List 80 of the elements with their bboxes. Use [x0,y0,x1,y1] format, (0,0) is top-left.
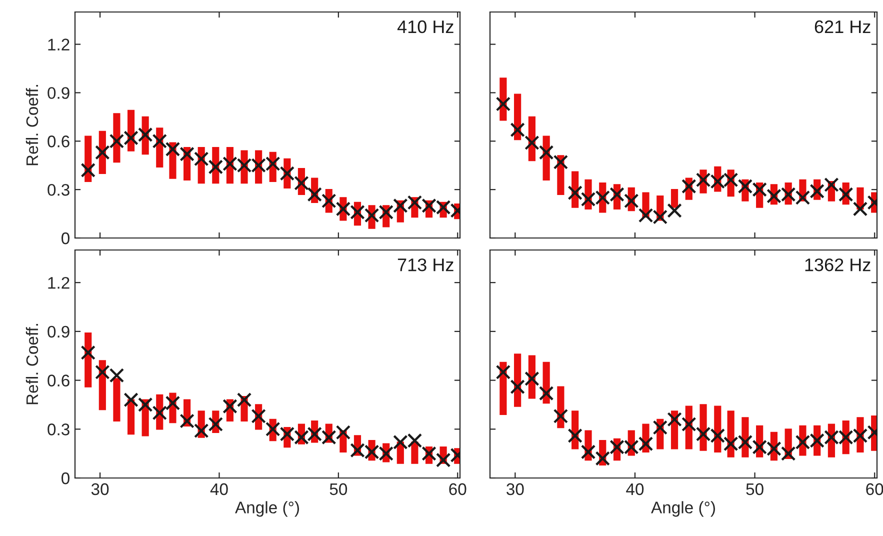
y-tick-label: 0 [62,472,70,484]
point [824,177,839,192]
y-tick-label: 1.2 [48,276,70,289]
point [682,178,696,194]
point [780,446,796,461]
point [208,416,224,432]
point [568,185,582,200]
point [336,425,351,440]
point [80,162,96,178]
point [422,446,436,461]
point [510,379,525,394]
chart-title: 621 Hz [814,20,870,34]
point [152,134,167,149]
point [524,135,540,150]
x-tick-label: 40 [626,483,644,496]
point [667,412,682,427]
point [322,194,336,208]
point [838,187,854,202]
y-tick-label: 1.2 [48,38,70,50]
point [152,405,167,420]
point [194,152,209,166]
y-tick-label: 0.6 [48,374,70,386]
chart-title: 1362 Hz [805,258,870,272]
point [95,145,110,160]
x-tick-label: 40 [210,483,228,496]
bar [113,378,120,422]
point [568,428,582,444]
point [80,345,96,360]
point [624,194,639,208]
y-axis-title: Refl. Coeff. [26,84,38,166]
x-tick-label: 60 [449,483,466,496]
point [165,142,180,157]
point [222,398,238,414]
point [294,176,309,190]
point [496,96,511,112]
chart-title: 410 Hz [397,20,454,34]
point [436,452,451,468]
point [538,145,554,160]
y-tick-label: 0.9 [48,87,70,99]
x-tick-label: 30 [91,483,109,496]
point [553,408,568,424]
point [180,146,194,162]
bar [127,399,135,435]
x-axis-title: Angle (°) [235,501,299,517]
point [124,392,138,408]
point [682,416,696,432]
y-tick-label: 0 [62,232,70,244]
point [852,202,868,216]
point [251,408,266,424]
chart-title: 713 Hz [398,258,454,272]
y-tick-label: 0.6 [48,136,70,148]
point [236,392,252,408]
y-tick-label: 0.3 [48,424,70,436]
point [667,203,682,218]
x-tick-label: 50 [746,483,764,496]
bar [670,189,678,208]
point [595,451,610,466]
point [580,444,596,460]
point [307,187,322,202]
point [138,397,153,412]
x-tick-label: 30 [506,483,524,496]
point [652,420,668,435]
point [524,371,540,386]
y-tick-label: 0.3 [48,184,70,196]
x-tick-label: 60 [866,483,883,496]
y-tick-label: 0.9 [48,326,70,338]
point [553,154,568,170]
point [510,122,525,138]
point [496,364,511,380]
y-axis-title: Refl. Coeff. [26,324,38,404]
point [810,184,824,199]
point [280,166,295,181]
point [180,414,194,428]
point [538,386,554,401]
point [266,422,280,437]
point [194,423,209,438]
point [165,396,180,410]
bar [411,442,418,464]
x-axis-title: Angle (°) [651,501,715,517]
x-tick-label: 50 [330,483,348,496]
